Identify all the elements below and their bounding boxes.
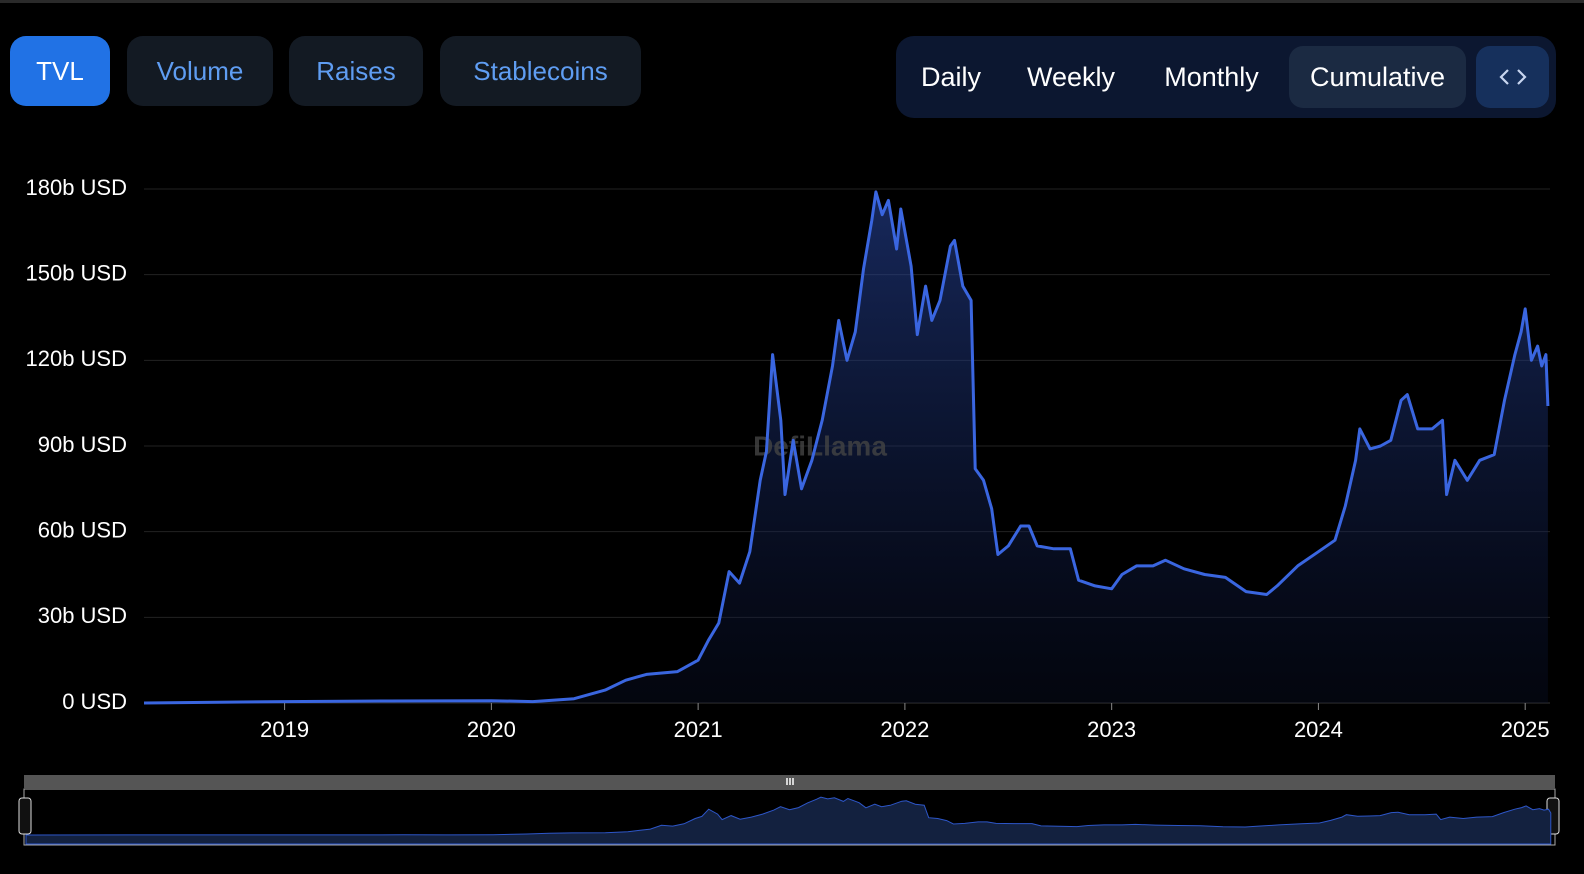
minimap-area xyxy=(25,796,1552,845)
top-border xyxy=(0,0,1584,3)
x-tick-label: 2022 xyxy=(880,717,929,742)
period-cumulative[interactable]: Cumulative xyxy=(1289,46,1466,108)
period-monthly[interactable]: Monthly xyxy=(1164,61,1259,92)
x-tick-label: 2024 xyxy=(1294,717,1343,742)
brush-bar[interactable] xyxy=(24,775,1555,788)
embed-icon xyxy=(1498,69,1527,85)
y-tick-label: 0 USD xyxy=(62,689,127,714)
y-tick-label: 180b USD xyxy=(25,175,127,200)
brush-window[interactable] xyxy=(23,788,1556,846)
tab-stablecoins[interactable]: Stablecoins xyxy=(440,36,641,106)
period-weekly[interactable]: Weekly xyxy=(1026,61,1116,92)
x-tick-label: 2021 xyxy=(674,717,723,742)
x-tick-label: 2019 xyxy=(260,717,309,742)
brush-handle-left[interactable] xyxy=(18,797,32,835)
tab-raises[interactable]: Raises xyxy=(289,36,423,106)
y-tick-label: 90b USD xyxy=(38,432,127,457)
y-tick-label: 30b USD xyxy=(38,603,127,628)
watermark: DefiLlama xyxy=(753,430,887,461)
area xyxy=(144,191,1548,703)
y-tick-label: 120b USD xyxy=(25,346,127,371)
x-tick-label: 2020 xyxy=(467,717,516,742)
x-tick-label: 2025 xyxy=(1501,717,1550,742)
y-tick-label: 150b USD xyxy=(25,260,127,285)
tab-volume[interactable]: Volume xyxy=(127,36,273,106)
brush-grip xyxy=(786,778,794,785)
brush-handle-right[interactable] xyxy=(1546,797,1560,835)
period-daily[interactable]: Daily xyxy=(920,61,981,92)
y-tick-label: 60b USD xyxy=(38,517,127,542)
embed-button[interactable] xyxy=(1476,46,1549,108)
tab-tvl[interactable]: TVL xyxy=(10,36,110,106)
x-tick-label: 2023 xyxy=(1087,717,1136,742)
line xyxy=(143,190,1550,705)
